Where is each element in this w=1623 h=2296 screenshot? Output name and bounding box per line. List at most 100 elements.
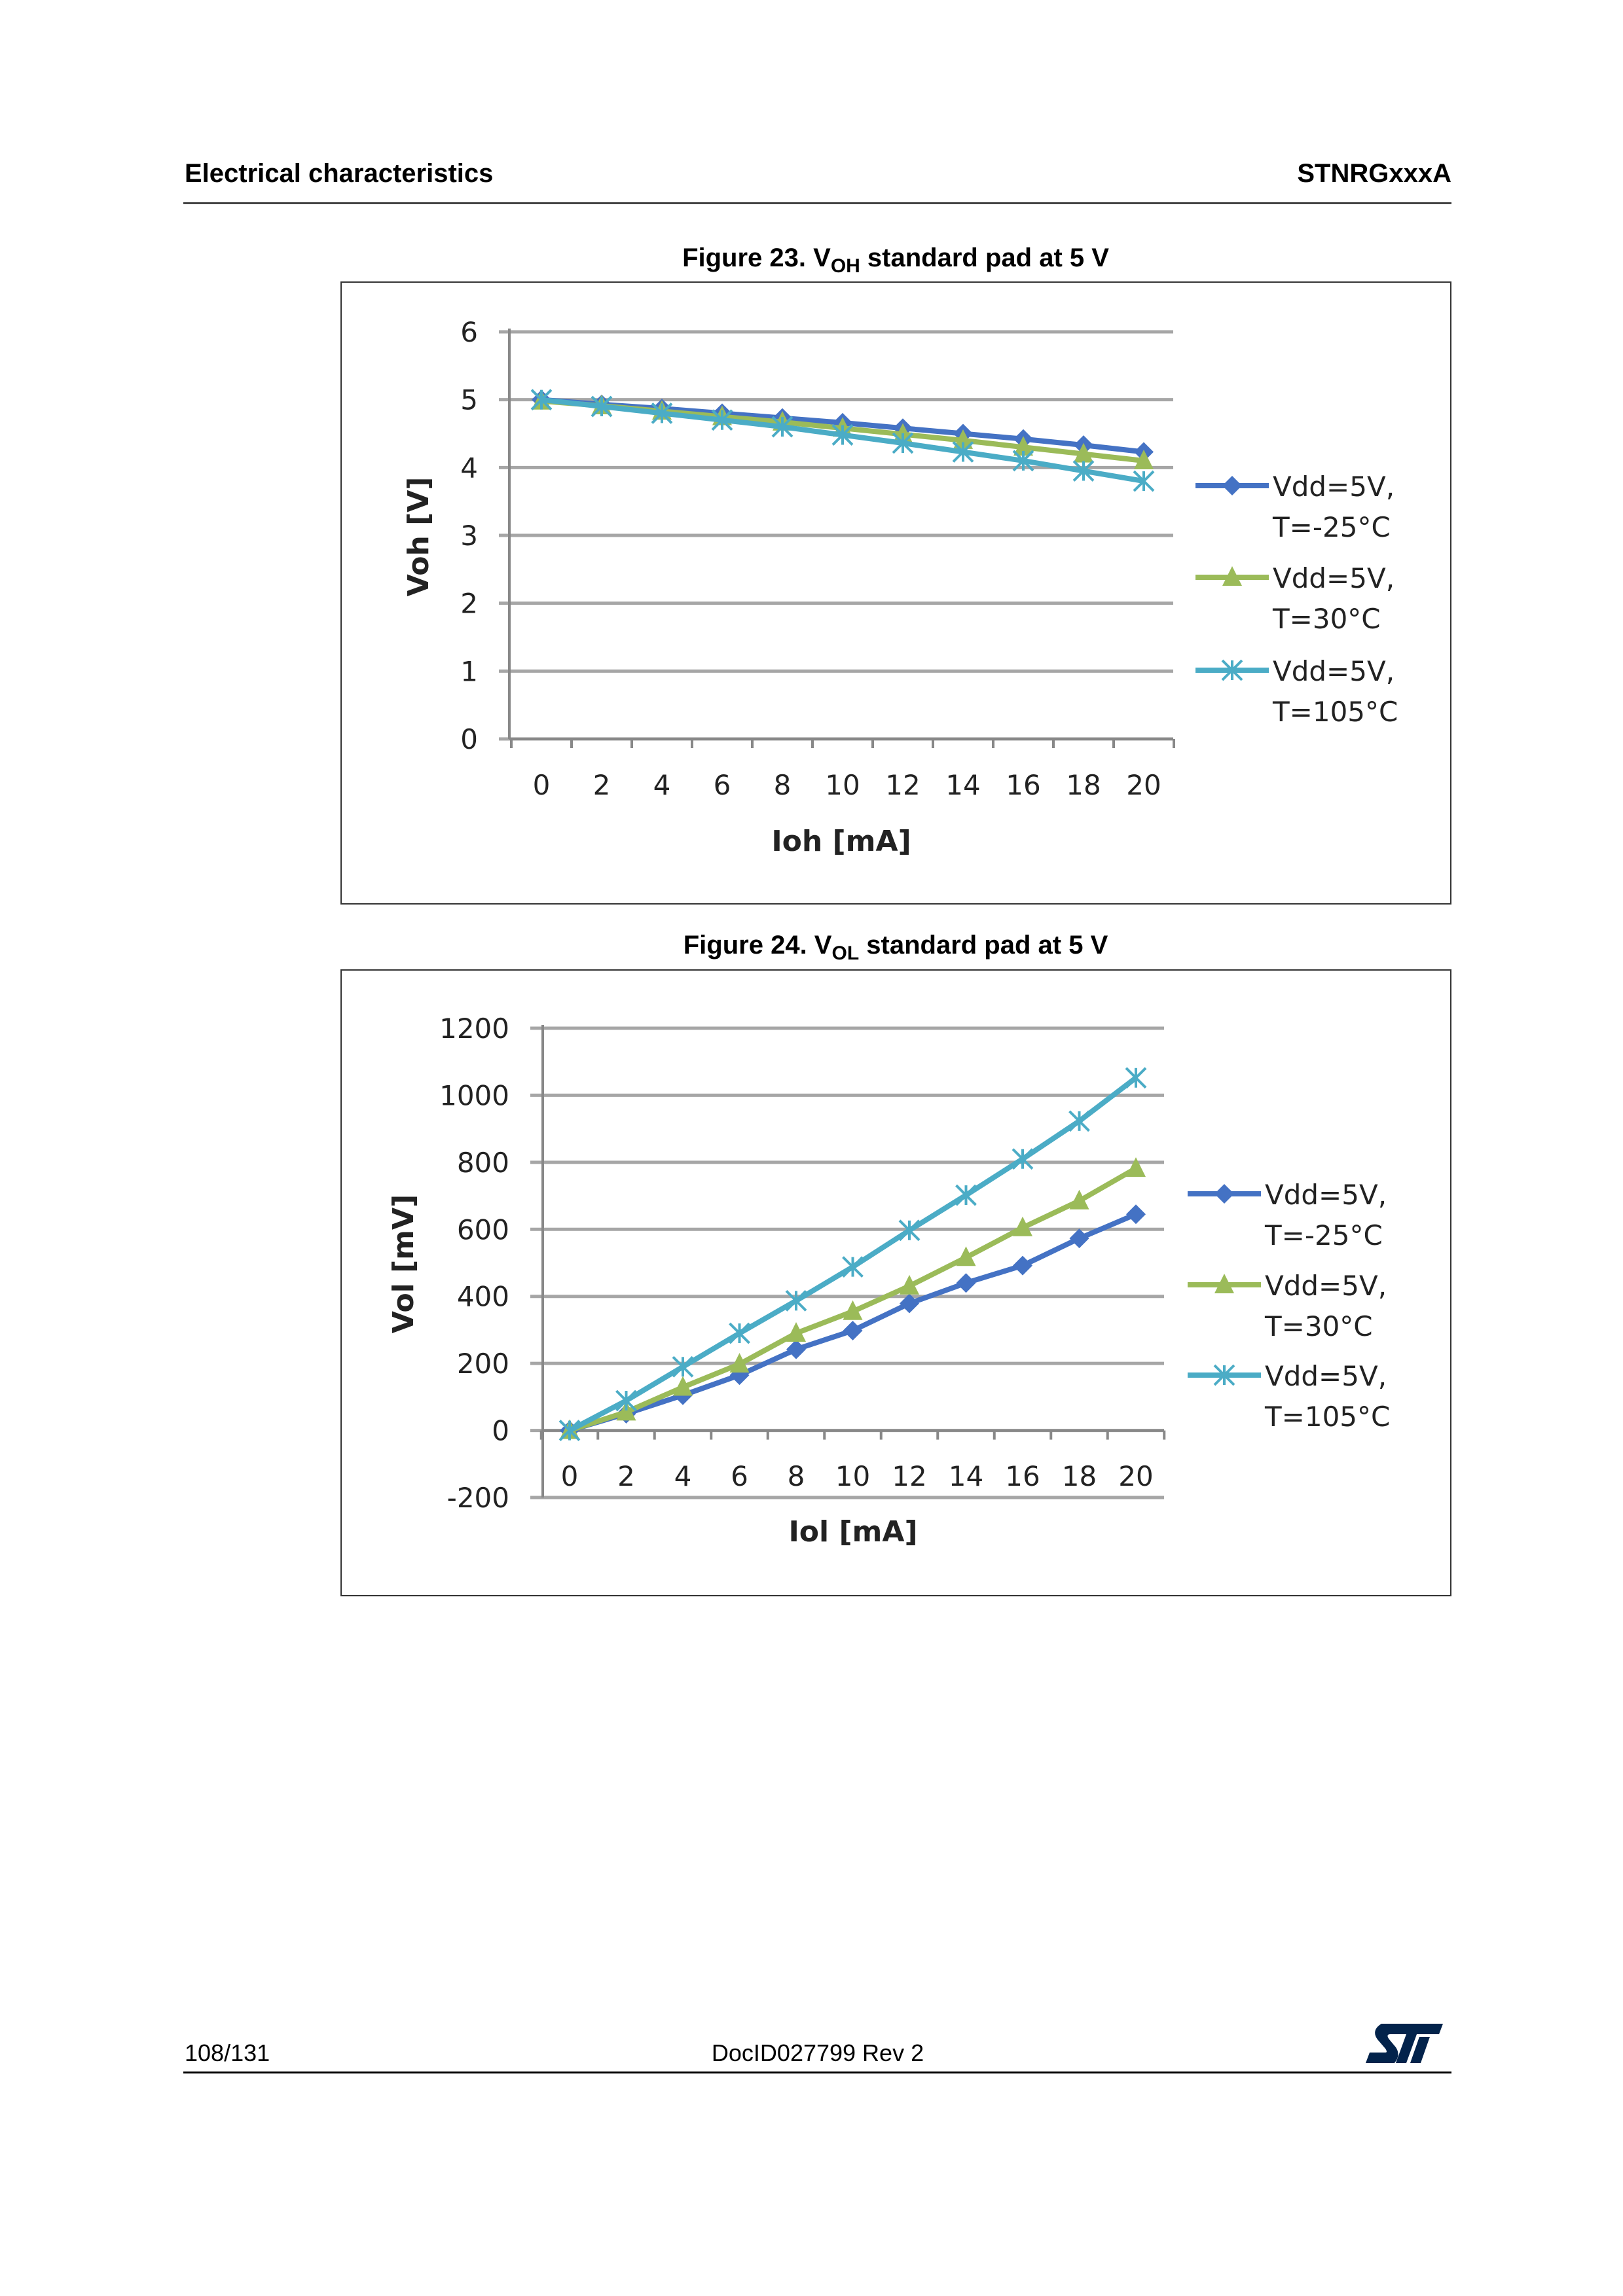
- x-tick-label: 12: [892, 1460, 926, 1492]
- legend-marker-icon: [1214, 1274, 1234, 1293]
- data-point: [591, 395, 613, 418]
- legend-label: T=30°C: [1264, 1310, 1373, 1342]
- x-tick-label: 2: [617, 1460, 635, 1492]
- x-tick-label: 14: [949, 1460, 983, 1492]
- data-point: [785, 1289, 807, 1312]
- y-axis-label: Voh [V]: [402, 477, 435, 597]
- data-point: [1074, 442, 1093, 463]
- series-line-2: [568, 1166, 1137, 1433]
- page-number: 108/131: [185, 2039, 270, 2066]
- legend-marker-icon: [1222, 566, 1242, 586]
- data-point: [1133, 470, 1155, 492]
- y-tick-label: -200: [447, 1482, 509, 1514]
- y-tick-label: 6: [460, 316, 478, 348]
- x-tick-label: 8: [788, 1460, 805, 1492]
- x-axis-label: Ioh [mA]: [771, 825, 911, 858]
- x-tick-label: 4: [653, 769, 671, 801]
- header-divider: [183, 202, 1451, 204]
- x-tick-label: 10: [835, 1460, 870, 1492]
- data-point: [1013, 1255, 1032, 1276]
- data-point: [673, 1376, 693, 1396]
- data-point: [530, 389, 553, 411]
- y-tick-label: 200: [457, 1348, 509, 1380]
- data-point: [843, 1300, 863, 1320]
- y-tick-label: 400: [457, 1281, 509, 1313]
- data-point: [953, 429, 973, 449]
- legend-label: Vdd=5V,: [1273, 562, 1395, 594]
- data-point: [558, 1420, 581, 1441]
- legend-label: T=30°C: [1272, 603, 1381, 635]
- x-tick-label: 20: [1126, 769, 1161, 801]
- legend-label: Vdd=5V,: [1265, 1270, 1387, 1302]
- data-point: [1013, 1216, 1032, 1236]
- data-point: [1125, 1067, 1147, 1089]
- x-tick-label: 14: [945, 769, 980, 801]
- legend-label: Vdd=5V,: [1273, 655, 1395, 687]
- data-point: [1068, 1110, 1090, 1132]
- legend-label: T=105°C: [1272, 696, 1398, 728]
- data-point: [711, 409, 733, 431]
- caption-text: Figure 23. V: [682, 243, 831, 272]
- legend-label: Vdd=5V,: [1265, 1179, 1387, 1211]
- data-point: [771, 416, 793, 438]
- st-logo-icon: [1366, 2024, 1443, 2063]
- data-point: [786, 1322, 806, 1342]
- document-id: DocID027799 Rev 2: [711, 2039, 924, 2066]
- data-point: [898, 1219, 921, 1242]
- legend-marker-icon: [1213, 1364, 1235, 1386]
- x-tick-label: 6: [714, 769, 731, 801]
- data-point: [955, 1184, 977, 1206]
- data-point: [1013, 436, 1033, 456]
- data-point: [892, 432, 914, 454]
- data-point: [729, 1353, 750, 1373]
- y-tick-label: 800: [457, 1147, 509, 1179]
- x-tick-label: 0: [561, 1460, 579, 1492]
- y-tick-label: 5: [460, 384, 478, 416]
- x-tick-label: 18: [1062, 1460, 1097, 1492]
- figure-24-frame: [340, 969, 1451, 1596]
- data-point: [956, 1273, 976, 1293]
- data-point: [729, 1322, 750, 1344]
- data-point: [672, 1355, 694, 1378]
- x-tick-label: 16: [1006, 769, 1040, 801]
- data-point: [1069, 1229, 1089, 1249]
- data-point: [956, 1246, 976, 1266]
- caption-subscript: OH: [830, 255, 860, 277]
- caption-text: standard pad at 5 V: [860, 243, 1109, 272]
- x-tick-label: 8: [774, 769, 792, 801]
- figure-23-frame: [340, 281, 1451, 905]
- legend-label: Vdd=5V,: [1273, 471, 1395, 503]
- caption-text: standard pad at 5 V: [859, 931, 1108, 960]
- legend-marker-icon: [1222, 476, 1242, 495]
- x-axis-label: Iol [mA]: [788, 1515, 917, 1549]
- y-tick-label: 600: [457, 1213, 509, 1246]
- data-point: [615, 1390, 637, 1412]
- y-tick-label: 1200: [439, 1013, 509, 1045]
- footer-divider: [183, 2072, 1451, 2073]
- vol-chart: Vol [mV] Iol [mA] -200020040060080010001…: [387, 1013, 1390, 1549]
- legend-label: T=-25°C: [1272, 511, 1391, 543]
- y-tick-label: 4: [460, 452, 478, 484]
- y-tick-label: 1: [460, 655, 478, 687]
- data-point: [1069, 1189, 1089, 1210]
- data-point: [616, 1401, 636, 1421]
- legend-label: Vdd=5V,: [1265, 1360, 1387, 1392]
- y-axis-label: Vol [mV]: [387, 1194, 420, 1333]
- data-point: [1012, 1148, 1034, 1170]
- x-tick-label: 16: [1005, 1460, 1040, 1492]
- caption-text: Figure 24. V: [683, 931, 832, 960]
- x-tick-label: 20: [1118, 1460, 1153, 1492]
- figure-24-caption: Figure 24. VOL standard pad at 5 V: [437, 931, 1354, 965]
- y-tick-label: 2: [460, 588, 478, 620]
- data-point: [1012, 450, 1034, 472]
- product-name: STNRGxxxA: [1297, 159, 1451, 188]
- x-tick-label: 4: [674, 1460, 692, 1492]
- data-point: [842, 1256, 864, 1278]
- y-tick-label: 0: [460, 723, 478, 755]
- legend-label: T=-25°C: [1264, 1219, 1383, 1251]
- x-tick-label: 2: [593, 769, 611, 801]
- y-tick-label: 3: [460, 520, 478, 552]
